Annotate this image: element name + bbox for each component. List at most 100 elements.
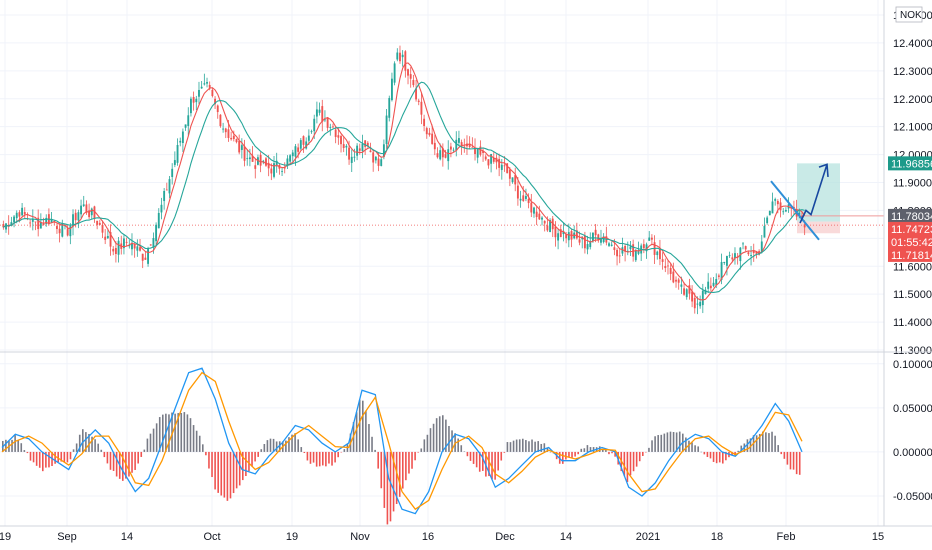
histogram-bar (162, 414, 164, 452)
candle-body (439, 150, 442, 160)
candle-body (707, 281, 710, 289)
histogram-bar (445, 419, 447, 452)
candle-body (460, 142, 463, 147)
trend-drawings[interactable] (770, 163, 829, 241)
candle-body (720, 262, 723, 280)
candle-body (141, 253, 144, 261)
histogram-bar (749, 438, 752, 452)
histogram-bar (780, 451, 783, 455)
candle-body (106, 235, 109, 239)
candle-body (782, 211, 785, 213)
histogram-bar (251, 451, 253, 467)
histogram-bar (48, 451, 50, 468)
candle-body (683, 288, 685, 295)
histogram-bar (66, 451, 69, 463)
histogram-bar (155, 423, 158, 452)
histogram-bar (660, 434, 663, 452)
candle-body (600, 238, 602, 243)
histogram-bar (792, 451, 795, 470)
symbol-tag[interactable]: NOK (895, 6, 923, 23)
histogram-bar (725, 451, 727, 461)
histogram-bar (11, 439, 13, 452)
candle-body (61, 223, 64, 237)
candle-body (691, 291, 694, 302)
price-badge-text: 11.71814 (891, 250, 932, 262)
candle-body (208, 84, 211, 88)
histogram-bar (512, 440, 515, 452)
histogram-bar (469, 451, 472, 461)
histogram-bar (386, 451, 389, 525)
price-badge (888, 208, 932, 223)
candle-body (458, 138, 460, 143)
histogram-bar (700, 451, 703, 453)
histogram-bar (605, 450, 607, 452)
histogram-bar (217, 451, 219, 493)
price-badge (888, 234, 932, 249)
histogram-bar (14, 435, 16, 452)
histogram-bar (306, 451, 309, 461)
candle-body (693, 297, 696, 309)
candle-body (396, 52, 399, 60)
candle-body (436, 153, 439, 158)
histogram-bar (260, 449, 263, 452)
candle-body (15, 212, 18, 219)
candle-body (425, 128, 428, 135)
candle-body (637, 250, 640, 254)
candle-body (29, 222, 32, 224)
candle-body (514, 175, 517, 185)
histogram-bar (45, 451, 47, 468)
candle-body (650, 237, 653, 240)
candle-body (181, 131, 184, 143)
histogram-bar (38, 451, 41, 468)
candle-body (391, 78, 393, 101)
candle-body (235, 139, 238, 143)
candle-body (90, 208, 93, 216)
candle-body (672, 271, 675, 283)
price-badge-text: 01:55:42 (891, 237, 932, 249)
candle-body (356, 145, 359, 156)
histogram-bar (765, 432, 767, 452)
histogram-bar (180, 412, 183, 452)
candle-body (715, 278, 718, 285)
histogram-bar (491, 451, 493, 480)
candle-body (34, 221, 37, 223)
histogram-bar (358, 399, 361, 452)
histogram-bar (337, 451, 339, 458)
histogram-bar (189, 418, 192, 452)
candle-body (549, 220, 551, 233)
histogram-bar (26, 451, 29, 454)
candle-body (594, 229, 597, 236)
candle-body (313, 118, 316, 132)
candle-body (495, 157, 498, 163)
histogram-bar (168, 414, 170, 452)
histogram-bar (663, 433, 666, 452)
candle-body (82, 204, 85, 206)
candle-body (578, 239, 581, 243)
histogram-bar (60, 451, 63, 462)
candle-body (621, 247, 624, 254)
histogram-bar (429, 428, 432, 452)
histogram-bar (362, 400, 364, 452)
price-badge (888, 247, 932, 262)
candle-body (332, 126, 334, 128)
candle-body (254, 165, 257, 169)
candle-body (543, 220, 546, 224)
candle-body (366, 142, 369, 147)
candle-body (240, 145, 243, 150)
histogram-bar (589, 447, 592, 452)
histogram-bar (32, 451, 35, 463)
histogram-bar (789, 451, 792, 470)
candle-body (10, 222, 13, 226)
x-tick-label: Sep (57, 531, 77, 543)
candle-body (508, 169, 511, 179)
candle-body (307, 135, 310, 141)
histogram-bar (525, 440, 527, 452)
histogram-bar (300, 447, 303, 452)
trend-line (770, 180, 820, 241)
histogram-bar (143, 449, 146, 452)
candle-body (441, 148, 444, 158)
histogram-bar (503, 451, 506, 453)
candle-body (677, 279, 680, 283)
histogram-bar (377, 451, 379, 469)
